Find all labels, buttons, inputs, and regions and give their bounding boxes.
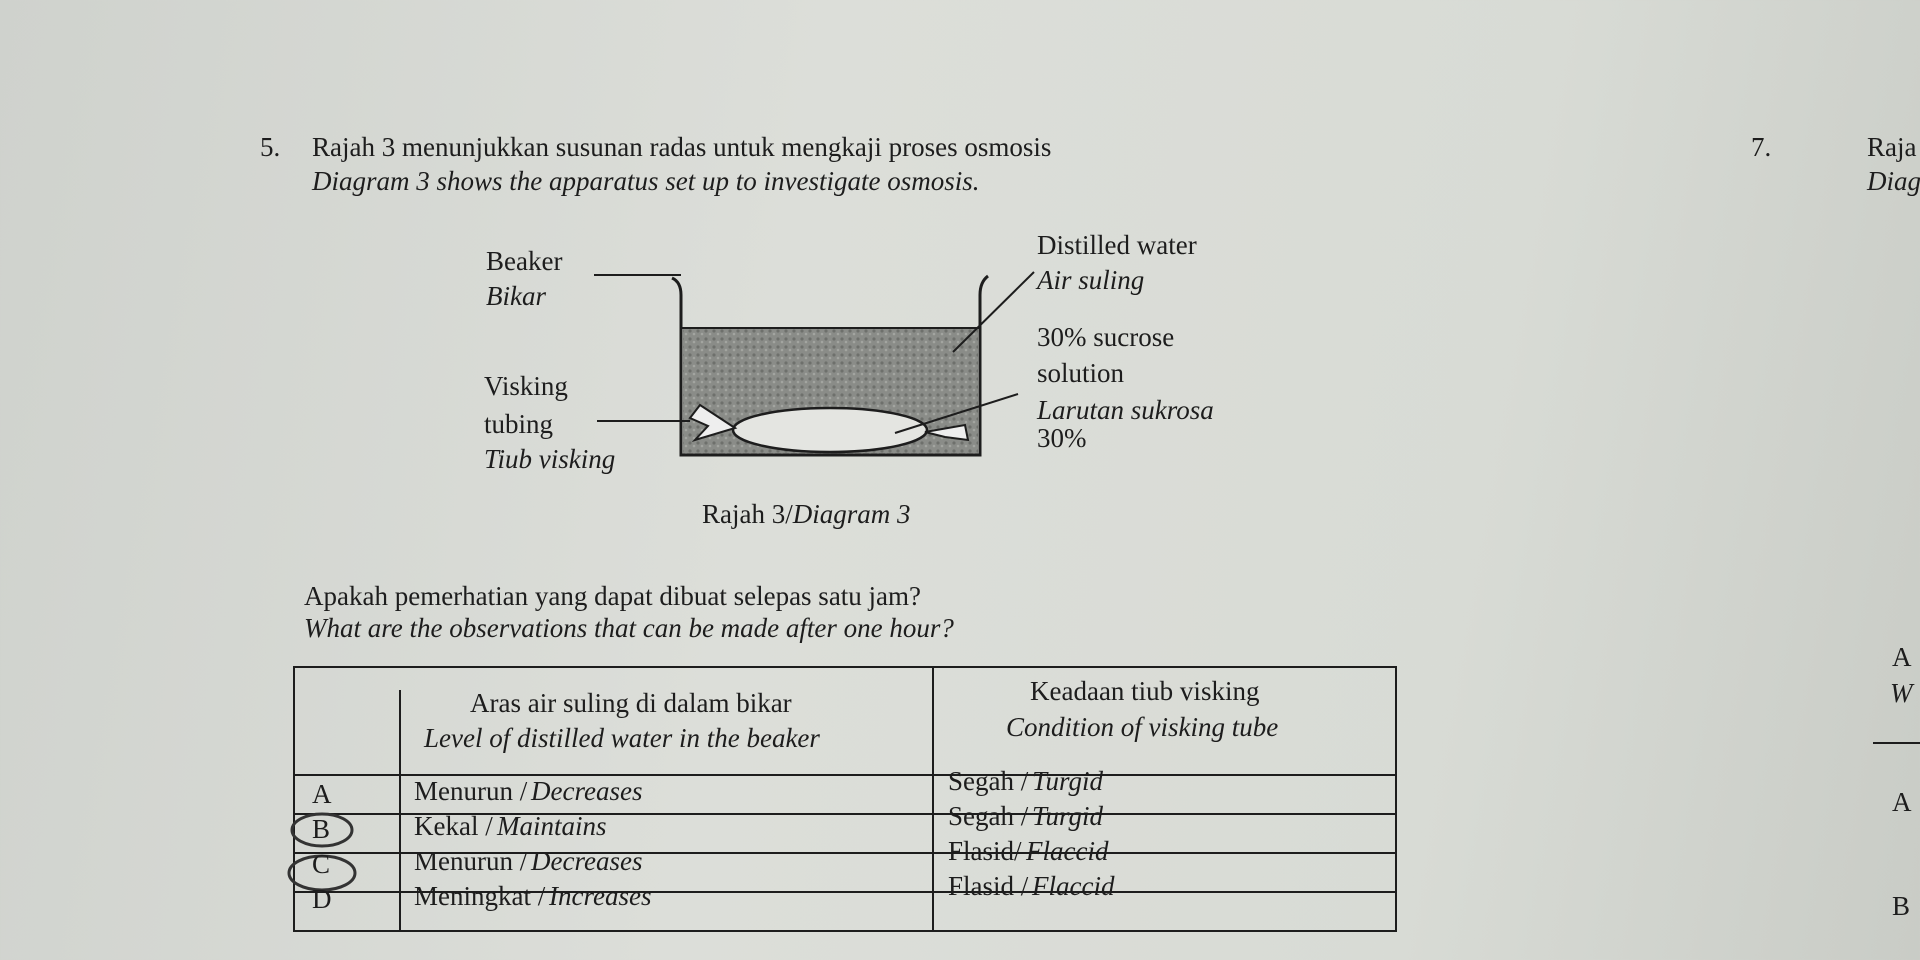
leader-line — [952, 271, 1035, 353]
header: Condition of visking tube — [1006, 712, 1279, 742]
level-ms: Menurun / — [414, 846, 528, 876]
condition-en: Flaccid — [1026, 836, 1109, 866]
question-number: 5. — [260, 132, 281, 162]
label: solution — [1037, 358, 1125, 388]
question-text: Diag — [1867, 166, 1920, 196]
table-border — [293, 666, 1397, 932]
prompt: What are the observations that can be ma… — [304, 613, 954, 643]
label: Beaker — [486, 246, 563, 276]
label: Visking — [484, 371, 568, 401]
label: Air suling — [1037, 265, 1145, 295]
label: Bikar — [486, 281, 546, 311]
label: 30% sucrose — [1037, 322, 1175, 352]
condition-ms: Segah / — [948, 801, 1029, 831]
condition-en: Turgid — [1032, 766, 1104, 796]
option-label: D — [312, 884, 332, 914]
header: Keadaan tiub visking — [1030, 676, 1260, 706]
level-ms: Kekal / — [414, 811, 493, 841]
header: Level of distilled water in the beaker — [424, 723, 820, 753]
option: B — [1892, 891, 1911, 921]
level-ms: Menurun / — [414, 776, 528, 806]
question-text: Rajah 3 menunjukkan susunan radas untuk … — [312, 132, 1052, 162]
tube-knot-right — [924, 423, 970, 442]
tube-knot-left — [688, 403, 738, 443]
option-label: B — [312, 814, 331, 844]
option: A — [1892, 787, 1912, 817]
option-label: A — [312, 779, 332, 809]
caption-ms: Rajah 3/ — [702, 499, 793, 529]
label: tubing — [484, 409, 554, 439]
prompt: Apakah pemerhatian yang dapat dibuat sel… — [304, 581, 922, 611]
label: Distilled water — [1037, 230, 1197, 260]
label: Larutan sukrosa — [1037, 395, 1214, 425]
level-en: Decreases — [531, 846, 643, 876]
condition-en: Flaccid — [1032, 871, 1115, 901]
label: Tiub visking — [484, 444, 616, 474]
question-number: 7. — [1751, 132, 1772, 162]
fragment: A — [1892, 642, 1912, 672]
condition-ms: Segah / — [948, 766, 1029, 796]
header: Aras air suling di dalam bikar — [470, 688, 792, 718]
question-text: Diagram 3 shows the apparatus set up to … — [312, 166, 980, 196]
visking-tube — [731, 406, 929, 454]
level-en: Maintains — [497, 811, 607, 841]
pen-circle — [287, 854, 357, 892]
option-label: C — [312, 849, 331, 879]
condition-ms: Flasid / — [948, 871, 1029, 901]
level-ms: Meningkat / — [414, 881, 546, 911]
caption-en: Diagram 3 — [792, 499, 911, 529]
leader-line — [894, 393, 1019, 434]
pen-circle — [290, 812, 354, 848]
condition-ms: Flasid/ — [948, 836, 1022, 866]
fragment: W — [1890, 678, 1913, 708]
level-en: Increases — [549, 881, 652, 911]
label: 30% — [1037, 423, 1087, 453]
question-text: Raja — [1867, 132, 1917, 162]
condition-en: Turgid — [1032, 801, 1104, 831]
level-en: Decreases — [531, 776, 643, 806]
beaker — [671, 274, 989, 457]
caption: Rajah 3/Diagram 3 — [702, 501, 911, 528]
